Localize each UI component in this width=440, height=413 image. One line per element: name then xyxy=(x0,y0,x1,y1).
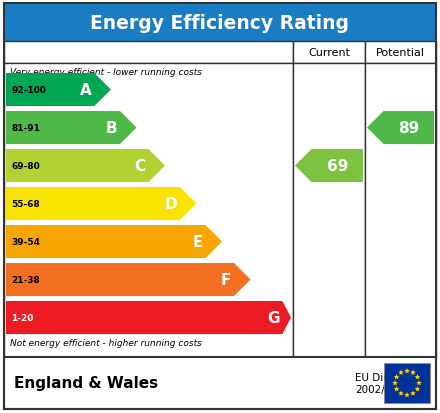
Text: 21-38: 21-38 xyxy=(11,275,40,284)
Bar xyxy=(4,357,436,409)
Text: 69: 69 xyxy=(326,159,348,173)
Polygon shape xyxy=(394,374,400,380)
Bar xyxy=(4,42,293,64)
Polygon shape xyxy=(398,390,404,396)
Text: 69-80: 69-80 xyxy=(11,161,40,171)
Polygon shape xyxy=(6,263,250,297)
Text: A: A xyxy=(80,83,92,98)
Polygon shape xyxy=(410,390,416,396)
Bar xyxy=(4,64,293,357)
Text: G: G xyxy=(267,310,279,325)
Text: 81-91: 81-91 xyxy=(11,124,40,133)
Bar xyxy=(365,42,436,64)
Polygon shape xyxy=(394,386,400,392)
Text: Very energy efficient - lower running costs: Very energy efficient - lower running co… xyxy=(10,68,202,77)
Text: 55-68: 55-68 xyxy=(11,199,40,209)
Bar xyxy=(293,42,365,64)
Polygon shape xyxy=(6,112,136,145)
Text: 89: 89 xyxy=(398,121,419,136)
Polygon shape xyxy=(6,188,196,221)
Polygon shape xyxy=(295,150,363,183)
Polygon shape xyxy=(410,370,416,375)
Text: EU Directive
2002/91/EC: EU Directive 2002/91/EC xyxy=(355,372,419,394)
Polygon shape xyxy=(404,392,410,397)
Text: Energy Efficiency Rating: Energy Efficiency Rating xyxy=(91,14,349,33)
Polygon shape xyxy=(6,150,165,183)
Text: England & Wales: England & Wales xyxy=(14,375,158,391)
Polygon shape xyxy=(398,370,404,375)
Polygon shape xyxy=(367,112,434,145)
Bar xyxy=(384,363,430,403)
Text: 92-100: 92-100 xyxy=(11,86,46,95)
Bar xyxy=(293,64,365,357)
Polygon shape xyxy=(404,368,410,373)
Text: B: B xyxy=(105,121,117,136)
Bar xyxy=(4,4,436,42)
Text: C: C xyxy=(134,159,146,173)
Text: Not energy efficient - higher running costs: Not energy efficient - higher running co… xyxy=(10,339,202,348)
Polygon shape xyxy=(6,74,111,107)
Text: 1-20: 1-20 xyxy=(11,313,33,322)
Polygon shape xyxy=(6,301,291,334)
Polygon shape xyxy=(392,380,398,385)
Text: Current: Current xyxy=(308,48,350,58)
Text: Potential: Potential xyxy=(376,48,425,58)
Polygon shape xyxy=(416,380,422,385)
Text: E: E xyxy=(192,235,202,249)
Text: 39-54: 39-54 xyxy=(11,237,40,247)
Text: D: D xyxy=(164,197,177,211)
Text: F: F xyxy=(220,272,231,287)
Polygon shape xyxy=(414,374,420,380)
Polygon shape xyxy=(414,386,420,392)
Bar xyxy=(365,64,436,357)
Polygon shape xyxy=(6,225,222,259)
